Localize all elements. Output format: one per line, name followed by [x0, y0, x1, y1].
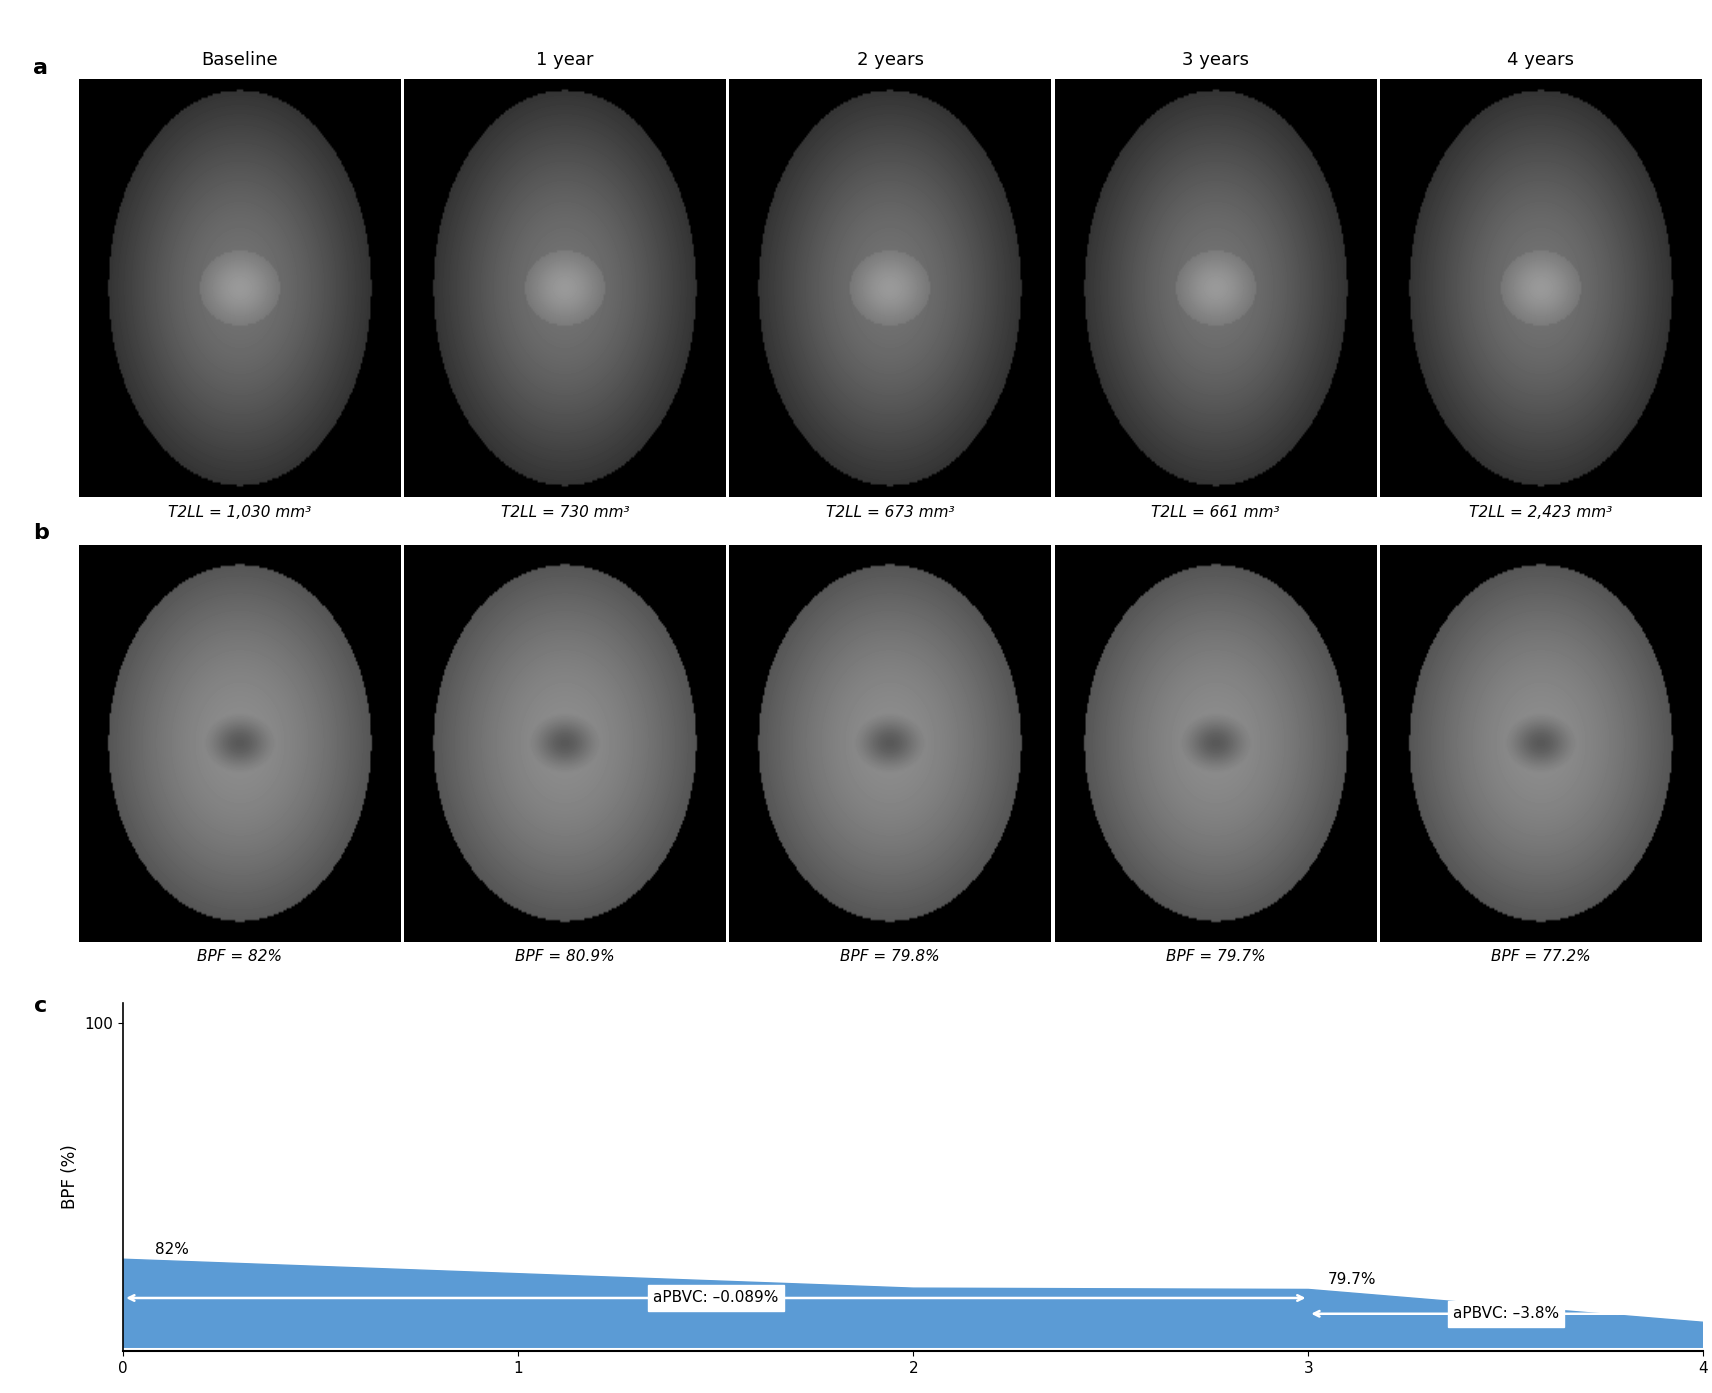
- Text: T2LL = 1,030 mm³: T2LL = 1,030 mm³: [168, 506, 312, 520]
- Text: BPF = 79.7%: BPF = 79.7%: [1166, 950, 1265, 964]
- Text: BPF = 79.8%: BPF = 79.8%: [841, 950, 940, 964]
- Text: T2LL = 730 mm³: T2LL = 730 mm³: [500, 506, 630, 520]
- Text: 3 years: 3 years: [1181, 52, 1250, 70]
- Polygon shape: [123, 1259, 1703, 1347]
- Text: c: c: [34, 996, 48, 1017]
- Text: T2LL = 661 mm³: T2LL = 661 mm³: [1150, 506, 1281, 520]
- Text: BPF = 77.2%: BPF = 77.2%: [1491, 950, 1590, 964]
- Text: T2LL = 2,423 mm³: T2LL = 2,423 mm³: [1469, 506, 1613, 520]
- Text: 2 years: 2 years: [856, 52, 924, 70]
- Text: 82%: 82%: [154, 1241, 188, 1256]
- Text: BPF = 80.9%: BPF = 80.9%: [515, 950, 615, 964]
- Text: T2LL = 673 mm³: T2LL = 673 mm³: [825, 506, 955, 520]
- Text: 79.7%: 79.7%: [1329, 1272, 1376, 1287]
- Text: 4 years: 4 years: [1507, 52, 1575, 70]
- Text: aPBVC: –3.8%: aPBVC: –3.8%: [1453, 1307, 1560, 1321]
- Text: aPBVC: –0.089%: aPBVC: –0.089%: [654, 1290, 779, 1305]
- Text: BPF = 82%: BPF = 82%: [197, 950, 282, 964]
- Y-axis label: BPF (%): BPF (%): [62, 1145, 79, 1209]
- Text: Baseline: Baseline: [202, 52, 277, 70]
- Text: b: b: [33, 522, 50, 542]
- Text: a: a: [34, 57, 48, 78]
- Text: 1 year: 1 year: [536, 52, 594, 70]
